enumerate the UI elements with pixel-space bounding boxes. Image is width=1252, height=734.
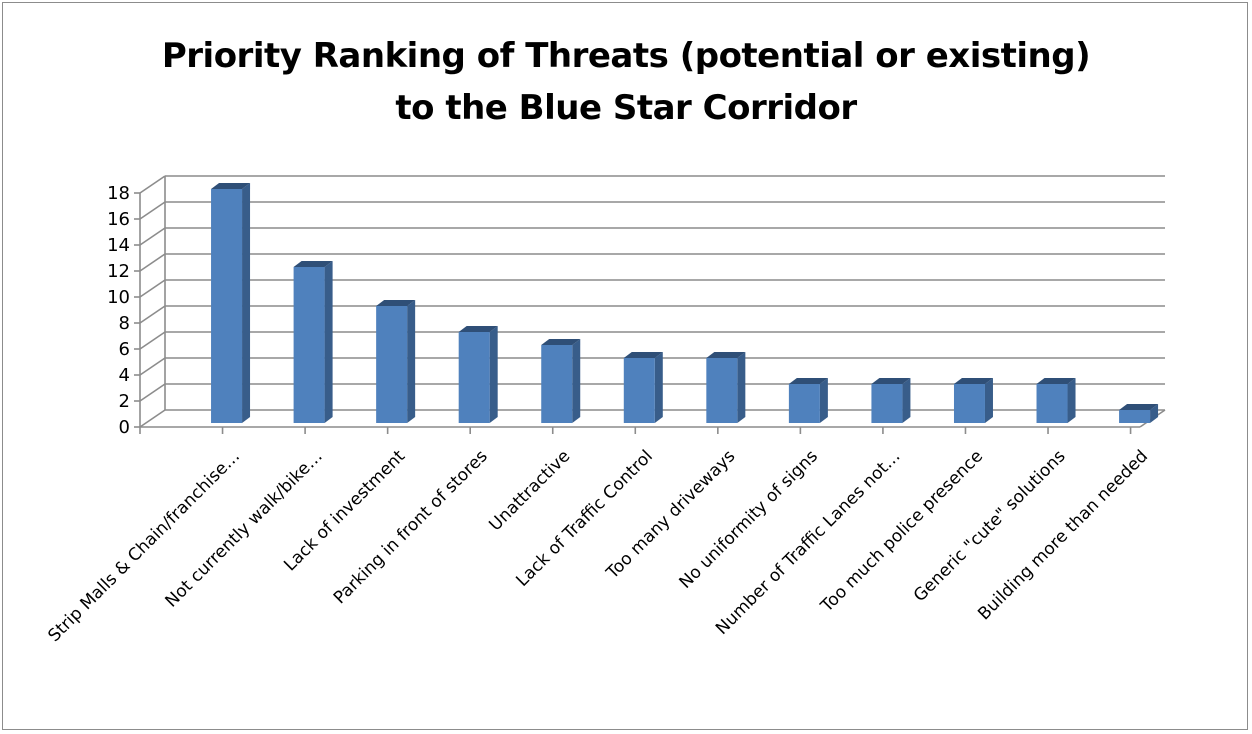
- bar: [788, 378, 828, 423]
- y-tick-label: 12: [107, 261, 130, 282]
- category-label: Parking in front of stores: [330, 446, 492, 608]
- bar-side: [984, 378, 993, 423]
- bar-top: [541, 339, 581, 345]
- bar-side: [489, 326, 498, 423]
- gridline-depth: [139, 279, 166, 298]
- bar-front: [376, 306, 408, 423]
- bar-top: [376, 300, 416, 306]
- bar: [623, 352, 663, 423]
- bar-front: [211, 189, 243, 423]
- bar-front: [1036, 384, 1068, 423]
- gridline-depth: [139, 227, 166, 246]
- bar: [1119, 404, 1159, 423]
- y-tick-label: 4: [119, 365, 130, 386]
- bar-top: [953, 378, 993, 384]
- bar-top: [623, 352, 663, 358]
- bar-side: [242, 183, 251, 423]
- y-tick-label: 18: [107, 183, 130, 204]
- bar: [706, 352, 746, 423]
- bar: [376, 300, 416, 423]
- bar-front: [953, 384, 985, 423]
- bar: [211, 183, 251, 423]
- bar-front: [706, 358, 738, 423]
- gridline-depth: [139, 201, 166, 220]
- bar: [458, 326, 498, 423]
- bar: [293, 261, 333, 423]
- bar-front: [871, 384, 903, 423]
- category-label: Not currently walk/bike…: [161, 446, 326, 611]
- bar: [541, 339, 581, 423]
- gridline-depth: [139, 409, 166, 428]
- bar: [953, 378, 993, 423]
- bar-side: [654, 352, 663, 423]
- y-tick-label: 16: [107, 209, 130, 230]
- bar-front: [458, 332, 490, 423]
- category-label: Generic "cute" solutions: [910, 446, 1070, 606]
- y-tick-label: 0: [119, 417, 130, 438]
- bar-side: [572, 339, 581, 423]
- bar-top: [211, 183, 251, 189]
- gridline-depth: [139, 383, 166, 402]
- gridline-depth: [139, 357, 166, 376]
- gridline-depth: [139, 305, 166, 324]
- category-label: Building more than needed: [974, 446, 1152, 624]
- bar-top: [458, 326, 498, 332]
- chart-title: Priority Ranking of Threats (potential o…: [161, 36, 1091, 128]
- bar-top: [871, 378, 911, 384]
- bar-side: [407, 300, 416, 423]
- bar-side: [1150, 404, 1159, 423]
- bar-top: [1036, 378, 1076, 384]
- bar-side: [819, 378, 828, 423]
- bar: [871, 378, 911, 423]
- category-label: Unattractive: [485, 446, 574, 535]
- gridline-depth: [139, 253, 166, 272]
- category-label: Lack of Traffic Control: [512, 446, 656, 590]
- bar-side: [1067, 378, 1076, 423]
- gridline-depth: [139, 331, 166, 350]
- y-tick-label: 14: [107, 235, 130, 256]
- bar-top: [788, 378, 828, 384]
- bar-front: [1119, 410, 1151, 423]
- bar-front: [623, 358, 655, 423]
- bar: [1036, 378, 1076, 423]
- bar-side: [737, 352, 746, 423]
- y-tick-label: 6: [119, 339, 130, 360]
- bar-front: [788, 384, 820, 423]
- bar-side: [324, 261, 333, 423]
- bar-top: [706, 352, 746, 358]
- category-label: Too much police presence: [816, 446, 987, 617]
- category-label: No uniformity of signs: [675, 446, 822, 593]
- y-tick-label: 8: [119, 313, 130, 334]
- bars: [211, 183, 1159, 423]
- y-tick-label: 2: [119, 391, 130, 412]
- bar-front: [293, 267, 325, 423]
- bar-front: [541, 345, 573, 423]
- bar-top: [293, 261, 333, 267]
- gridline-depth: [139, 175, 166, 194]
- y-tick-label: 10: [107, 287, 130, 308]
- bar-side: [902, 378, 911, 423]
- bar-top: [1119, 404, 1159, 410]
